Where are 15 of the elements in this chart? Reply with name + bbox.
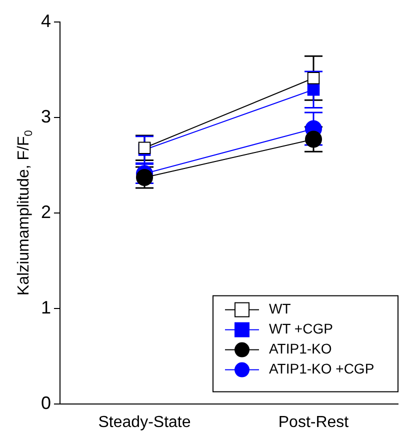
y-tick-label: 4 <box>40 10 52 31</box>
legend-label: WT <box>269 300 292 317</box>
legend-label: ATIP1-KO <box>269 340 332 357</box>
y-axis-title: Kalziumamplitude, F/F0 <box>15 130 36 296</box>
y-tick-label: 3 <box>40 106 52 126</box>
legend-label: ATIP1-KO +CGP <box>269 360 374 377</box>
point <box>305 130 322 148</box>
x-tick-label: Post-Rest <box>278 414 350 431</box>
legend-label: WT +CGP <box>269 320 333 337</box>
y-tick-label: 0 <box>40 392 52 413</box>
y-tick-label: 1 <box>40 297 52 318</box>
x-tick-label: Steady-State <box>98 414 191 431</box>
point <box>307 83 320 96</box>
y-tick-label: 2 <box>40 202 52 222</box>
point <box>307 72 320 84</box>
